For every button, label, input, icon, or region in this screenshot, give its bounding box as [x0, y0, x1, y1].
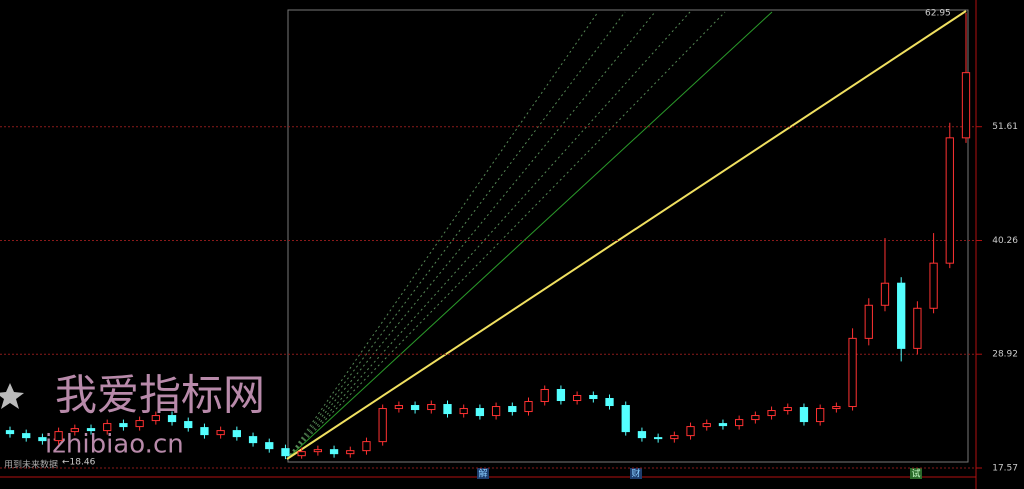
candle-body	[70, 428, 79, 433]
fan-line	[286, 11, 726, 460]
fan-line-main	[286, 10, 967, 460]
marker: 财	[631, 468, 640, 480]
candle-body	[200, 427, 209, 436]
candle-body	[491, 406, 501, 417]
low-label: ←18.46	[62, 458, 96, 468]
candle-body	[880, 282, 890, 306]
candle-body	[265, 442, 274, 450]
candle-body	[119, 423, 128, 428]
candle-body	[475, 408, 485, 417]
candle-body	[394, 405, 404, 410]
marker: 解	[478, 468, 487, 480]
candle-body	[410, 405, 420, 411]
candle-body	[22, 433, 31, 439]
watermark: 我爱指标网	[55, 371, 265, 420]
candle-body	[767, 410, 776, 417]
star-icon	[0, 383, 24, 409]
candle-body	[167, 415, 177, 423]
candle-body	[362, 441, 371, 452]
watermark-url: izhibiao.cn	[45, 430, 184, 460]
candle-body	[621, 405, 630, 433]
candle-body	[848, 337, 857, 408]
candle-body	[54, 431, 63, 442]
candle-body	[605, 398, 614, 407]
candle-body	[427, 404, 436, 411]
y-tick-label: 51.61	[992, 122, 1018, 132]
candle-body	[589, 395, 598, 400]
candle-body	[751, 415, 760, 421]
candle-body	[945, 137, 954, 264]
candle-body	[783, 407, 792, 412]
candle-body	[184, 421, 193, 429]
candle-body	[913, 307, 922, 349]
fan-line	[286, 11, 691, 460]
candle-body	[718, 423, 728, 427]
y-tick-label: 17.57	[992, 463, 1018, 473]
candle-body	[637, 431, 647, 439]
candle-body	[103, 423, 112, 432]
y-tick-label: 28.92	[992, 350, 1018, 360]
fan-line	[286, 11, 656, 460]
note: 用到未来数据	[4, 459, 58, 471]
candle-body	[443, 404, 452, 415]
candle-body	[864, 304, 873, 339]
candle-body	[5, 430, 15, 435]
marker-box	[910, 468, 922, 479]
range-box	[287, 9, 969, 463]
fan-line	[286, 11, 773, 460]
candle-body	[540, 388, 549, 403]
candle-body	[313, 449, 323, 453]
candle-body	[524, 401, 533, 413]
candle-body	[556, 388, 566, 402]
candle-body	[232, 430, 241, 438]
candle-body	[38, 437, 47, 442]
candle-body	[248, 436, 258, 444]
candle-body	[799, 407, 809, 423]
markers: 解 财 试	[477, 468, 922, 480]
candle-body	[816, 408, 825, 423]
candle-body	[135, 420, 144, 428]
marker-box	[477, 468, 489, 479]
fan-lines	[286, 10, 967, 460]
candle-body	[897, 282, 906, 349]
fan-line	[286, 11, 626, 460]
candle-body	[702, 423, 711, 428]
candle-body	[508, 406, 517, 413]
candle-body	[961, 72, 971, 139]
candle-body	[929, 262, 938, 309]
candle-body	[572, 395, 582, 402]
candle-body	[151, 415, 160, 422]
marker: 试	[911, 468, 920, 480]
candle-body	[281, 448, 290, 457]
candle-body	[832, 406, 841, 410]
marker-box	[630, 468, 642, 479]
candle-body	[216, 430, 225, 436]
candle-body	[459, 408, 468, 415]
candle-body	[653, 437, 663, 440]
y-tick-label: 40.26	[992, 236, 1018, 246]
candle-body	[686, 426, 695, 437]
candle-body	[346, 450, 355, 455]
candle-body	[297, 451, 306, 457]
candle-body	[86, 428, 96, 432]
candle-body	[670, 435, 679, 440]
candle-body	[329, 449, 339, 455]
fan-line	[286, 11, 599, 460]
candle-body	[378, 408, 387, 443]
high-label: 62.95	[925, 9, 951, 19]
candle-body	[735, 419, 744, 427]
